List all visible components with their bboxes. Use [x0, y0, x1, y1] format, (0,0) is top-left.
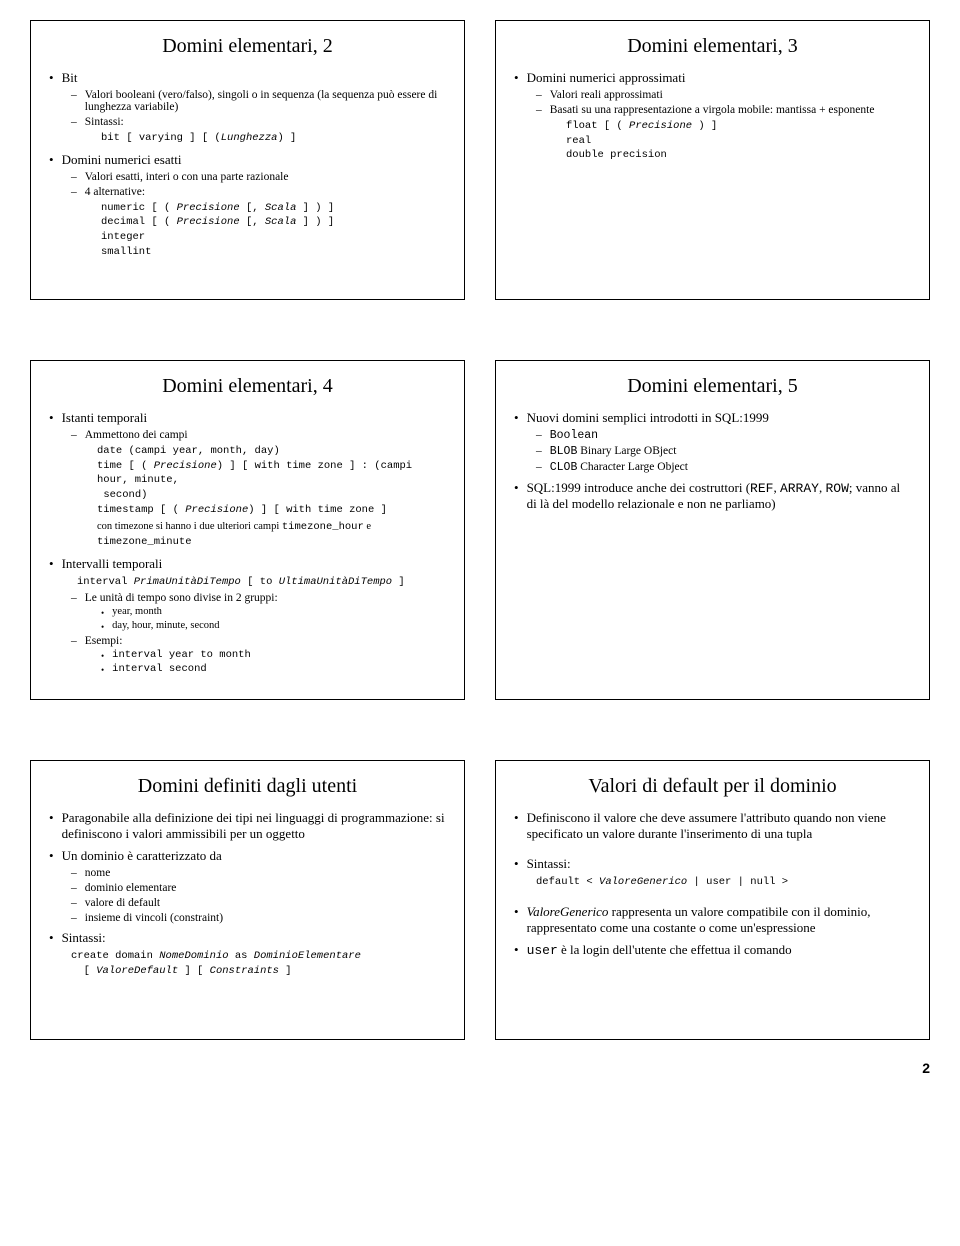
bullet-istanti: Istanti temporali	[49, 410, 446, 426]
slide-title: Domini definiti dagli utenti	[49, 775, 446, 798]
text: dominio elementare	[71, 882, 446, 894]
code-date-syntax: date (campi year, month, day) time [ ( P…	[71, 444, 446, 517]
text: interval second	[101, 663, 446, 675]
text: 4 alternative:	[71, 186, 446, 198]
bullet-sql1999-constructors: SQL:1999 introduce anche dei costruttori…	[514, 480, 911, 512]
text: Le unità di tempo sono divise in 2 grupp…	[71, 592, 446, 604]
text: Basati su una rappresentazione a virgola…	[536, 104, 911, 116]
slide-valori-default: Valori di default per il dominio Definis…	[495, 760, 930, 1040]
text: Un dominio è caratterizzato da	[49, 848, 446, 864]
text: Sintassi:	[514, 856, 911, 872]
text: BLOB Binary Large OBject	[536, 445, 911, 458]
text: Valori esatti, interi o con una parte ra…	[71, 171, 446, 183]
code-create-domain: create domain NomeDominio as DominioElem…	[49, 949, 446, 978]
text: ValoreGenerico rappresenta un valore com…	[514, 904, 911, 936]
text: Sintassi:	[71, 116, 446, 128]
text: year, month	[101, 606, 446, 618]
slide-domini-5: Domini elementari, 5 Nuovi domini sempli…	[495, 360, 930, 700]
code-bit-syntax: bit [ varying ] [ (Lunghezza) ]	[71, 131, 446, 146]
bullet-approx: Domini numerici approssimati	[514, 70, 911, 86]
text: Valori reali approssimati	[536, 89, 911, 101]
text: Valori booleani (vero/falso), singoli o …	[71, 89, 446, 113]
text: Definiscono il valore che deve assumere …	[514, 810, 911, 842]
code-float-syntax: float [ ( Precisione ) ] real double pre…	[536, 119, 911, 163]
text: con timezone si hanno i due ulteriori ca…	[71, 520, 446, 549]
slide-title: Domini elementari, 3	[514, 35, 911, 58]
code-default-syntax: default < ValoreGenerico | user | null >	[514, 875, 911, 890]
slide-domini-4: Domini elementari, 4 Istanti temporali A…	[30, 360, 465, 700]
code-numeric-syntax: numeric [ ( Precisione [, Scala ] ) ] de…	[71, 201, 446, 260]
text: Sintassi:	[49, 930, 446, 946]
slide-title: Domini elementari, 2	[49, 35, 446, 58]
slide-title: Valori di default per il dominio	[514, 775, 911, 798]
bullet-intervalli: Intervalli temporali	[49, 556, 446, 572]
text: user è la login dell'utente che effettua…	[514, 942, 911, 958]
text: valore di default	[71, 897, 446, 909]
slide-grid: Domini elementari, 2 Bit Valori booleani…	[30, 20, 930, 1040]
text: insieme di vincoli (constraint)	[71, 912, 446, 924]
text: nome	[71, 867, 446, 879]
code-interval-syntax: interval PrimaUnitàDiTempo [ to UltimaUn…	[49, 575, 446, 590]
slide-domini-2: Domini elementari, 2 Bit Valori booleani…	[30, 20, 465, 300]
page-number: 2	[30, 1060, 930, 1076]
text: Paragonabile alla definizione dei tipi n…	[49, 810, 446, 842]
text: day, hour, minute, second	[101, 620, 446, 632]
bullet-sql1999-new: Nuovi domini semplici introdotti in SQL:…	[514, 410, 911, 426]
bullet-bit: Bit	[49, 70, 446, 86]
text: Esempi:	[71, 635, 446, 647]
text: interval year to month	[101, 649, 446, 661]
slide-title: Domini elementari, 5	[514, 375, 911, 398]
slide-domini-utenti: Domini definiti dagli utenti Paragonabil…	[30, 760, 465, 1040]
text: CLOB Character Large Object	[536, 461, 911, 474]
text: Ammettono dei campi	[71, 429, 446, 441]
slide-title: Domini elementari, 4	[49, 375, 446, 398]
bullet-numeric: Domini numerici esatti	[49, 152, 446, 168]
text: Boolean	[536, 429, 911, 442]
slide-domini-3: Domini elementari, 3 Domini numerici app…	[495, 20, 930, 300]
